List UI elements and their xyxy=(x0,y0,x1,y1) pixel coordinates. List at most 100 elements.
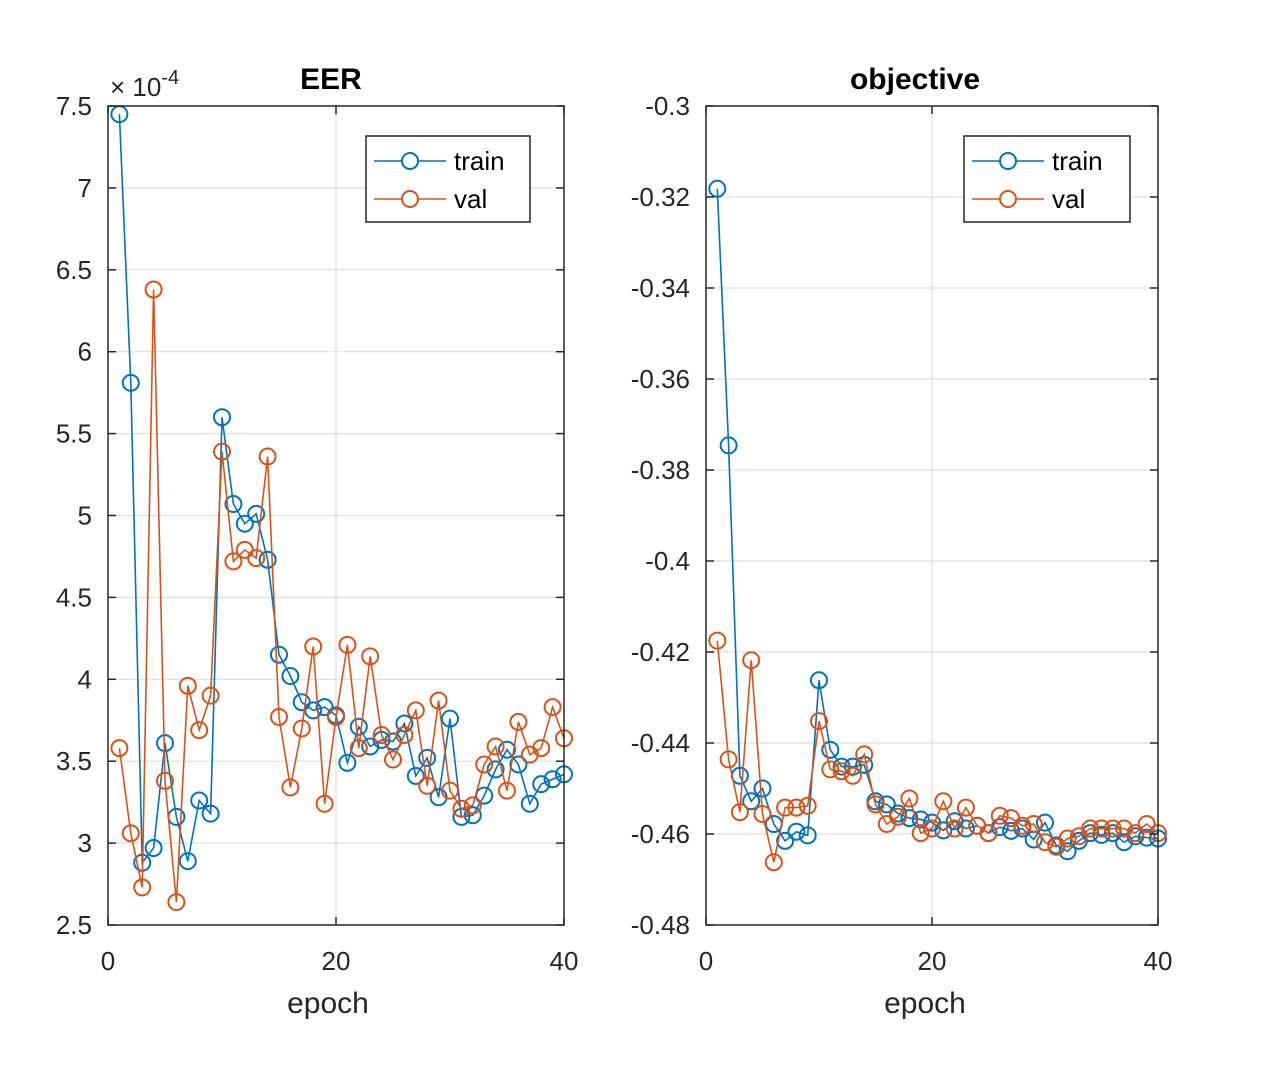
eer-train-point xyxy=(121,373,140,392)
objective-train-point xyxy=(832,757,851,776)
objective-train-point xyxy=(877,795,896,814)
eer-ytick-label: 4.5 xyxy=(56,582,92,612)
eer-val-point xyxy=(532,739,551,758)
objective-train-point xyxy=(956,819,975,838)
objective-val-point xyxy=(1081,819,1100,838)
eer-train-point xyxy=(201,804,220,823)
eer-val-point xyxy=(224,552,243,571)
objective-train-point xyxy=(1058,842,1077,861)
objective-val-point xyxy=(1036,833,1054,852)
objective-val-point xyxy=(956,798,975,817)
eer-val-point xyxy=(338,635,357,654)
eer-series xyxy=(110,105,573,912)
eer-train-point xyxy=(224,495,243,514)
objective-val-line xyxy=(716,640,1159,863)
eer-train-line xyxy=(118,114,565,866)
eer-train-point xyxy=(144,839,163,858)
objective-ytick-label: -0.44 xyxy=(631,728,690,758)
eer-val-point xyxy=(270,707,288,726)
objective-train-point xyxy=(708,179,727,198)
eer-val-point xyxy=(133,878,152,897)
objective-val-point xyxy=(979,824,998,843)
eer-train-point xyxy=(281,667,300,686)
eer-ytick-label: 2.5 xyxy=(56,910,92,940)
eer-val-point xyxy=(156,771,174,790)
eer-exponent-base: × 10 xyxy=(110,72,161,102)
eer-train-point xyxy=(498,740,516,759)
eer-val-point xyxy=(429,691,448,710)
objective-train-point xyxy=(810,671,828,690)
objective-val-point xyxy=(764,853,783,872)
eer-train-point xyxy=(509,755,528,774)
objective-val-point xyxy=(1092,819,1111,838)
eer-train-point xyxy=(395,714,414,733)
eer-title: EER xyxy=(300,63,362,96)
eer-val-point xyxy=(247,549,266,568)
objective-train-point xyxy=(1115,833,1134,852)
objective-val-point xyxy=(843,766,862,785)
objective-val-point xyxy=(776,798,795,817)
eer-train-point xyxy=(418,748,437,767)
objective-val-point xyxy=(866,795,885,814)
eer-val-point xyxy=(395,725,414,744)
objective-train-point xyxy=(900,809,919,828)
objective-train-point xyxy=(1137,828,1156,847)
objective-val-point xyxy=(708,631,727,650)
eer-legend-label-val: val xyxy=(454,184,487,214)
objective-ytick-label: -0.36 xyxy=(631,364,690,394)
eer-ytick-label: 7.5 xyxy=(56,91,92,121)
objective-ytick-label: -0.38 xyxy=(631,455,690,485)
eer-ytick-label: 6 xyxy=(78,337,92,367)
objective-val-point xyxy=(934,792,953,811)
eer-ytick-label: 4 xyxy=(78,664,92,694)
eer-val-point xyxy=(167,893,186,912)
eer-train-point xyxy=(543,770,562,789)
eer-train-point xyxy=(213,408,231,427)
eer-ytick-label: 7 xyxy=(78,173,92,203)
eer-val-point xyxy=(144,280,163,299)
objective-train-point xyxy=(776,831,795,850)
objective-ytick-label: -0.46 xyxy=(631,819,690,849)
eer-train-point xyxy=(235,514,254,533)
eer-val-point xyxy=(349,739,368,758)
objective-val-point xyxy=(945,819,964,838)
objective-legend-box xyxy=(963,135,1131,223)
objective-val-point xyxy=(855,745,874,764)
objective-panel: 0 20 40 -0.48 -0.46 -0.44 -0.42 -0.4 -0.38 -0.36 -… xyxy=(631,63,1173,1020)
eer-val-point xyxy=(178,676,197,695)
eer-train-point xyxy=(520,794,539,813)
eer-legend-box xyxy=(365,135,531,223)
eer-train-point xyxy=(258,550,277,569)
objective-train-point xyxy=(742,792,761,811)
objective-val-point xyxy=(753,804,772,823)
eer-train-point xyxy=(349,717,368,736)
eer-val-point xyxy=(406,701,425,720)
eer-train-point xyxy=(338,753,357,772)
eer-val-point xyxy=(110,739,129,758)
objective-ytick-label: -0.4 xyxy=(645,546,690,576)
objective-val-point xyxy=(900,789,919,808)
objective-xlabel: epoch xyxy=(884,987,966,1020)
eer-val-point xyxy=(292,719,311,738)
objective-val-point xyxy=(889,807,908,826)
eer-val-point xyxy=(315,794,334,813)
eer-val-point xyxy=(213,442,231,461)
eer-train-point xyxy=(304,701,323,720)
objective-train-point xyxy=(821,740,840,759)
eer-ytick-label: 5 xyxy=(78,501,92,531)
eer-val-point xyxy=(475,755,494,774)
objective-title: objective xyxy=(850,63,980,96)
eer-val-point xyxy=(543,698,562,717)
objective-xtick-label: 40 xyxy=(1144,946,1173,976)
eer-ytick-label: 3.5 xyxy=(56,746,92,776)
objective-val-point xyxy=(1058,829,1077,848)
objective-val-point xyxy=(742,651,761,670)
objective-val-point xyxy=(798,796,817,815)
objective-train-point xyxy=(753,779,772,798)
eer-train-point xyxy=(441,709,459,728)
eer-ytick-label: 6.5 xyxy=(56,255,92,285)
objective-series xyxy=(708,179,1167,872)
eer-train-point xyxy=(532,775,551,794)
objective-val-point xyxy=(1115,819,1134,838)
eer-val-point xyxy=(304,637,323,656)
